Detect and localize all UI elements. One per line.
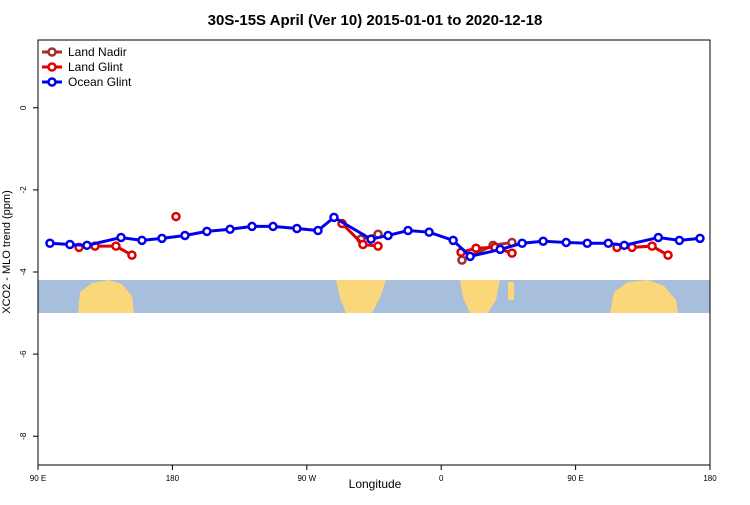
data-point xyxy=(373,241,383,251)
data-point xyxy=(127,250,137,260)
x-tick-label: 0 xyxy=(439,474,444,483)
data-point xyxy=(448,235,458,246)
data-point xyxy=(465,251,475,262)
data-point xyxy=(82,240,92,251)
data-point xyxy=(457,255,467,265)
data-point xyxy=(171,211,181,222)
legend-label: Ocean Glint xyxy=(68,75,132,89)
map-strip xyxy=(38,280,710,313)
data-point xyxy=(561,237,571,248)
chart-title: 30S-15S April (Ver 10) 2015-01-01 to 202… xyxy=(208,12,543,29)
y-tick-label: -4 xyxy=(19,268,28,276)
data-point xyxy=(663,250,673,260)
data-point xyxy=(225,224,235,235)
data-point xyxy=(507,248,517,258)
data-point xyxy=(538,236,548,246)
data-point xyxy=(358,239,368,250)
data-point xyxy=(65,239,75,250)
x-tick-label: 90 W xyxy=(297,474,316,483)
data-point xyxy=(619,240,630,251)
y-axis-label: XCO2 - MLO trend (ppm) xyxy=(1,190,13,313)
y-tick-label: -2 xyxy=(19,186,28,194)
data-point xyxy=(157,233,167,244)
data-point xyxy=(695,233,705,244)
y-tick-label: -8 xyxy=(19,432,28,440)
legend-marker xyxy=(47,77,57,87)
data-point xyxy=(111,241,121,251)
legend-marker xyxy=(47,47,57,57)
data-point xyxy=(45,238,55,249)
x-tick-label: 90 E xyxy=(567,474,583,483)
data-point xyxy=(247,221,257,232)
data-point xyxy=(495,244,505,255)
data-point xyxy=(653,232,664,243)
data-point xyxy=(517,238,527,249)
data-point xyxy=(329,212,339,223)
x-tick-label: 180 xyxy=(166,474,180,483)
data-point xyxy=(292,223,302,234)
data-point xyxy=(116,232,126,243)
data-point xyxy=(180,230,190,241)
data-point xyxy=(471,243,481,253)
x-axis-label: Longitude xyxy=(349,477,402,491)
x-tick-label: 180 xyxy=(703,474,717,483)
data-point xyxy=(137,235,147,246)
y-tick-label: 0 xyxy=(19,105,28,110)
data-point xyxy=(202,226,212,237)
plot-frame xyxy=(37,39,711,466)
data-point xyxy=(366,234,376,244)
data-point xyxy=(313,225,323,236)
data-point xyxy=(424,227,434,237)
legend-label: Land Nadir xyxy=(68,45,127,59)
data-point xyxy=(674,235,685,246)
data-point xyxy=(268,221,278,232)
data-point xyxy=(603,238,614,249)
data-point xyxy=(383,230,393,241)
legend-label: Land Glint xyxy=(68,60,123,74)
data-point xyxy=(403,225,413,236)
x-tick-label: 90 E xyxy=(30,474,46,483)
y-tick-label: -6 xyxy=(19,350,28,358)
legend-marker xyxy=(47,62,57,72)
data-point xyxy=(582,238,592,249)
data-point xyxy=(647,241,657,251)
